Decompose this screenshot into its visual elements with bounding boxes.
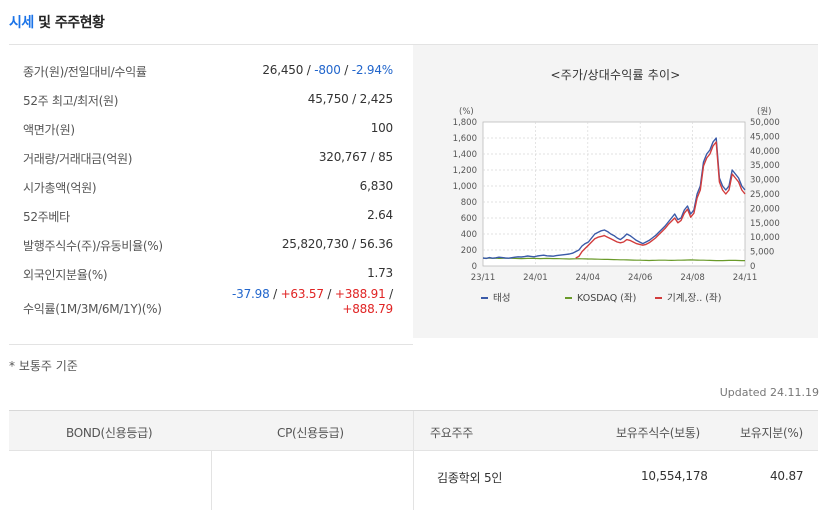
left-tick-label: 1,800 [453,118,477,128]
info-row-volume: 거래량/거래대금(억원) 320,767 / 85 [9,141,413,170]
info-value: 2.64 [367,208,393,222]
return-3m: +63.57 [280,287,324,301]
left-tick-label: 1,400 [453,150,477,160]
info-label: 수익률(1M/3M/6M/1Y)(%) [23,302,162,316]
right-tick-label: 25,000 [750,190,780,200]
left-tick-label: 200 [461,246,477,256]
legend-label: KOSDAQ (좌) [577,293,636,304]
price-chart: 1,800 1,600 1,400 1,200 1,000 800 600 400 200 0 50… [453,107,780,304]
price-chart-panel: <주가/상대수익률 추이> 1,800 1,600 1,400 1,200 1,000 8… [413,44,818,338]
shareholder-table: BOND(신용등급) CP(신용등급) 주요주주 보유주식수(보통) 보유지분(… [9,410,818,510]
right-tick-label: 20,000 [750,204,780,214]
left-tick-label: 400 [461,230,477,240]
separator: / [323,287,335,301]
info-row-52w: 52주 최고/최저(원) 45,750 / 2,425 [9,83,413,112]
change-value: -800 [314,63,341,77]
holder-shares: 10,554,178 [641,469,708,483]
info-label: 52주 최고/최저(원) [23,94,119,108]
price-info-table: 종가(원)/전일대비/수익률 26,450 / -800 / -2.94% 52… [9,54,413,328]
left-tick-label: 0 [472,262,477,272]
col-header-bond: BOND(신용등급) [66,426,153,440]
right-tick-label: 10,000 [750,233,780,243]
footnote: * 보통주 기준 [9,359,78,373]
info-value: 100 [370,121,394,135]
left-tick-label: 1,000 [453,182,477,192]
change-rate: -2.94% [351,63,393,77]
info-label: 종가(원)/전일대비/수익률 [23,65,147,79]
separator: / [385,287,393,301]
info-value: 1.73 [367,266,393,280]
updated-timestamp: Updated 24.11.19 [719,386,819,399]
top-divider [9,44,413,45]
x-tick-label: 24/01 [523,273,548,283]
right-tick-label: 45,000 [750,132,780,142]
info-row-par: 액면가(원) 100 [9,112,413,141]
x-tick-label: 24/04 [576,273,601,283]
info-label: 시가총액(억원) [23,181,97,195]
x-tick-label: 23/11 [471,273,496,283]
info-row-shares: 발행주식수(주)/유동비율(%) 25,820,730 / 56.36 [9,228,413,257]
separator: / [340,63,352,77]
info-value-returns: -37.98 / +63.57 / +388.91 /+888.79 [232,287,393,317]
info-value: 320,767 / 85 [318,150,393,164]
right-tick-label: 15,000 [750,219,780,229]
right-tick-label: 50,000 [750,118,780,128]
column-divider [413,411,414,510]
plot-area [482,121,746,267]
right-tick-label: 5,000 [750,248,774,258]
section-title-rest: 및 주주현황 [38,15,105,31]
major-holder-name: 김종학외 5인 [437,471,503,485]
right-tick-label: 40,000 [750,147,780,157]
left-tick-label: 1,600 [453,134,477,144]
chart-title: <주가/상대수익률 추이> [550,68,681,82]
info-row-beta: 52주베타 2.64 [9,199,413,228]
info-value: 25,820,730 / 56.36 [281,237,393,251]
info-label: 거래량/거래대금(억원) [23,152,133,166]
left-tick-label: 1,200 [453,166,477,176]
x-tick-label: 24/11 [733,273,758,283]
close-price: 26,450 [262,63,304,77]
info-label: 액면가(원) [23,123,75,137]
info-row-foreign: 외국인지분율(%) 1.73 [9,257,413,286]
section-title-highlight: 시세 [9,15,34,31]
right-tick-label: 0 [750,262,755,272]
return-6m: +388.91 [334,287,386,301]
x-tick-label: 24/08 [680,273,705,283]
separator: / [303,63,315,77]
col-header-cp: CP(신용등급) [277,426,344,440]
info-label: 발행주식수(주)/유동비율(%) [23,239,163,253]
return-1y: +888.79 [342,302,393,316]
col-header-pct: 보유지분(%) [740,426,803,440]
section-title: 시세 및 주주현황 [9,12,105,32]
info-value-close: 26,450 / -800 / -2.94% [262,63,393,77]
legend-label: 태성 [493,293,510,304]
left-tick-label: 600 [461,214,477,224]
left-axis-unit: (%) [459,107,474,117]
series-line [575,141,746,259]
return-1m: -37.98 [232,287,270,301]
info-row-marketcap: 시가총액(억원) 6,830 [9,170,413,199]
info-value: 45,750 / 2,425 [307,92,393,106]
right-axis-unit: (원) [757,107,771,117]
info-label: 외국인지분율(%) [23,268,108,282]
right-tick-label: 30,000 [750,176,780,186]
right-tick-label: 35,000 [750,161,780,171]
column-divider [211,451,212,510]
col-header-shares: 보유주식수(보통) [616,426,700,440]
info-label: 52주베타 [23,210,70,224]
info-value: 6,830 [359,179,394,193]
left-tick-label: 800 [461,198,477,208]
x-tick-label: 24/06 [628,273,653,283]
info-row-returns: 수익률(1M/3M/6M/1Y)(%) -37.98 / +63.57 / +3… [9,286,413,328]
table-bottom-divider [9,344,413,345]
separator: / [269,287,281,301]
col-header-holder: 주요주주 [430,426,473,440]
info-row-close: 종가(원)/전일대비/수익률 26,450 / -800 / -2.94% [9,54,413,83]
series-line [482,257,745,262]
holder-pct: 40.87 [770,469,804,483]
legend-label: 기계,장.. (좌) [667,292,721,304]
